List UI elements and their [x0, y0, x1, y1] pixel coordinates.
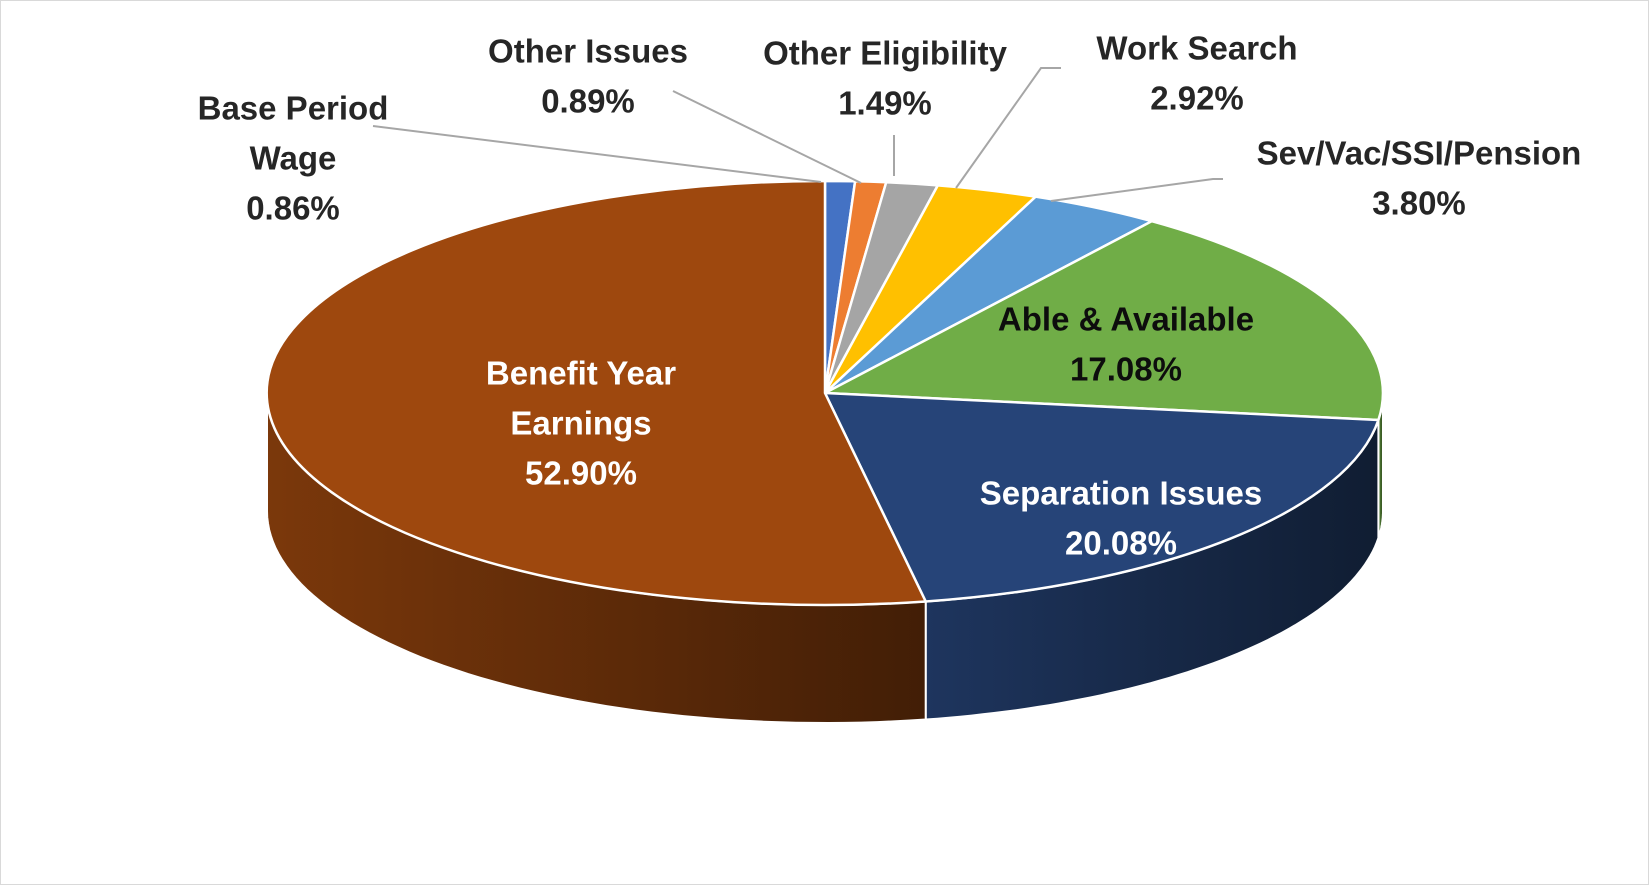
leader-line: [372, 125, 822, 183]
data-label-line: Able & Available: [998, 301, 1254, 338]
data-label-line: Separation Issues: [980, 475, 1262, 512]
data-label-benefit-year-earnings: Benefit Year Earnings 52.90%: [486, 355, 676, 492]
data-label-line: 52.90%: [525, 455, 637, 492]
pie-slice-benefit-year-earnings: [265, 179, 927, 607]
data-label-line: Other Issues: [488, 33, 688, 70]
leader-line: [672, 90, 862, 184]
data-labels: Base Period Wage 0.86%Other Issues 0.89%Oth…: [198, 30, 1582, 562]
data-label-line: Work Search: [1096, 30, 1297, 67]
data-label-line: 17.08%: [1070, 351, 1182, 388]
data-label-line: 3.80%: [1372, 185, 1466, 222]
data-label-line: 0.86%: [246, 190, 340, 227]
data-label-work-search: Work Search 2.92%: [1096, 30, 1297, 117]
pie-slice-separation-issues: [823, 391, 1380, 603]
data-label-line: 20.08%: [1065, 525, 1177, 562]
data-label-line: Earnings: [510, 405, 651, 442]
data-label-line: 2.92%: [1150, 80, 1244, 117]
pie-slice-able-available: [823, 219, 1385, 422]
data-label-separation-issues: Separation Issues 20.08%: [980, 475, 1262, 562]
data-label-other-eligibility: Other Eligibility 1.49%: [763, 35, 1008, 122]
data-label-base-period-wage: Base Period Wage 0.86%: [198, 90, 389, 227]
data-label-sev-vac-ssi-pension: Sev/Vac/SSI/Pension 3.80%: [1257, 135, 1582, 222]
data-label-line: Wage: [250, 140, 337, 177]
data-label-line: Other Eligibility: [763, 35, 1008, 72]
data-label-other-issues: Other Issues 0.89%: [488, 33, 688, 120]
data-label-line: Benefit Year: [486, 355, 676, 392]
data-label-line: Sev/Vac/SSI/Pension: [1257, 135, 1582, 172]
leader-line: [955, 67, 1061, 189]
data-label-line: 0.89%: [541, 83, 635, 120]
leader-lines: [372, 67, 1223, 202]
data-label-line: 1.49%: [838, 85, 932, 122]
leader-line: [1050, 178, 1223, 202]
pie-slices: [265, 179, 1385, 607]
data-label-able-available: Able & Available 17.08%: [998, 301, 1254, 388]
data-label-line: Base Period: [198, 90, 389, 127]
